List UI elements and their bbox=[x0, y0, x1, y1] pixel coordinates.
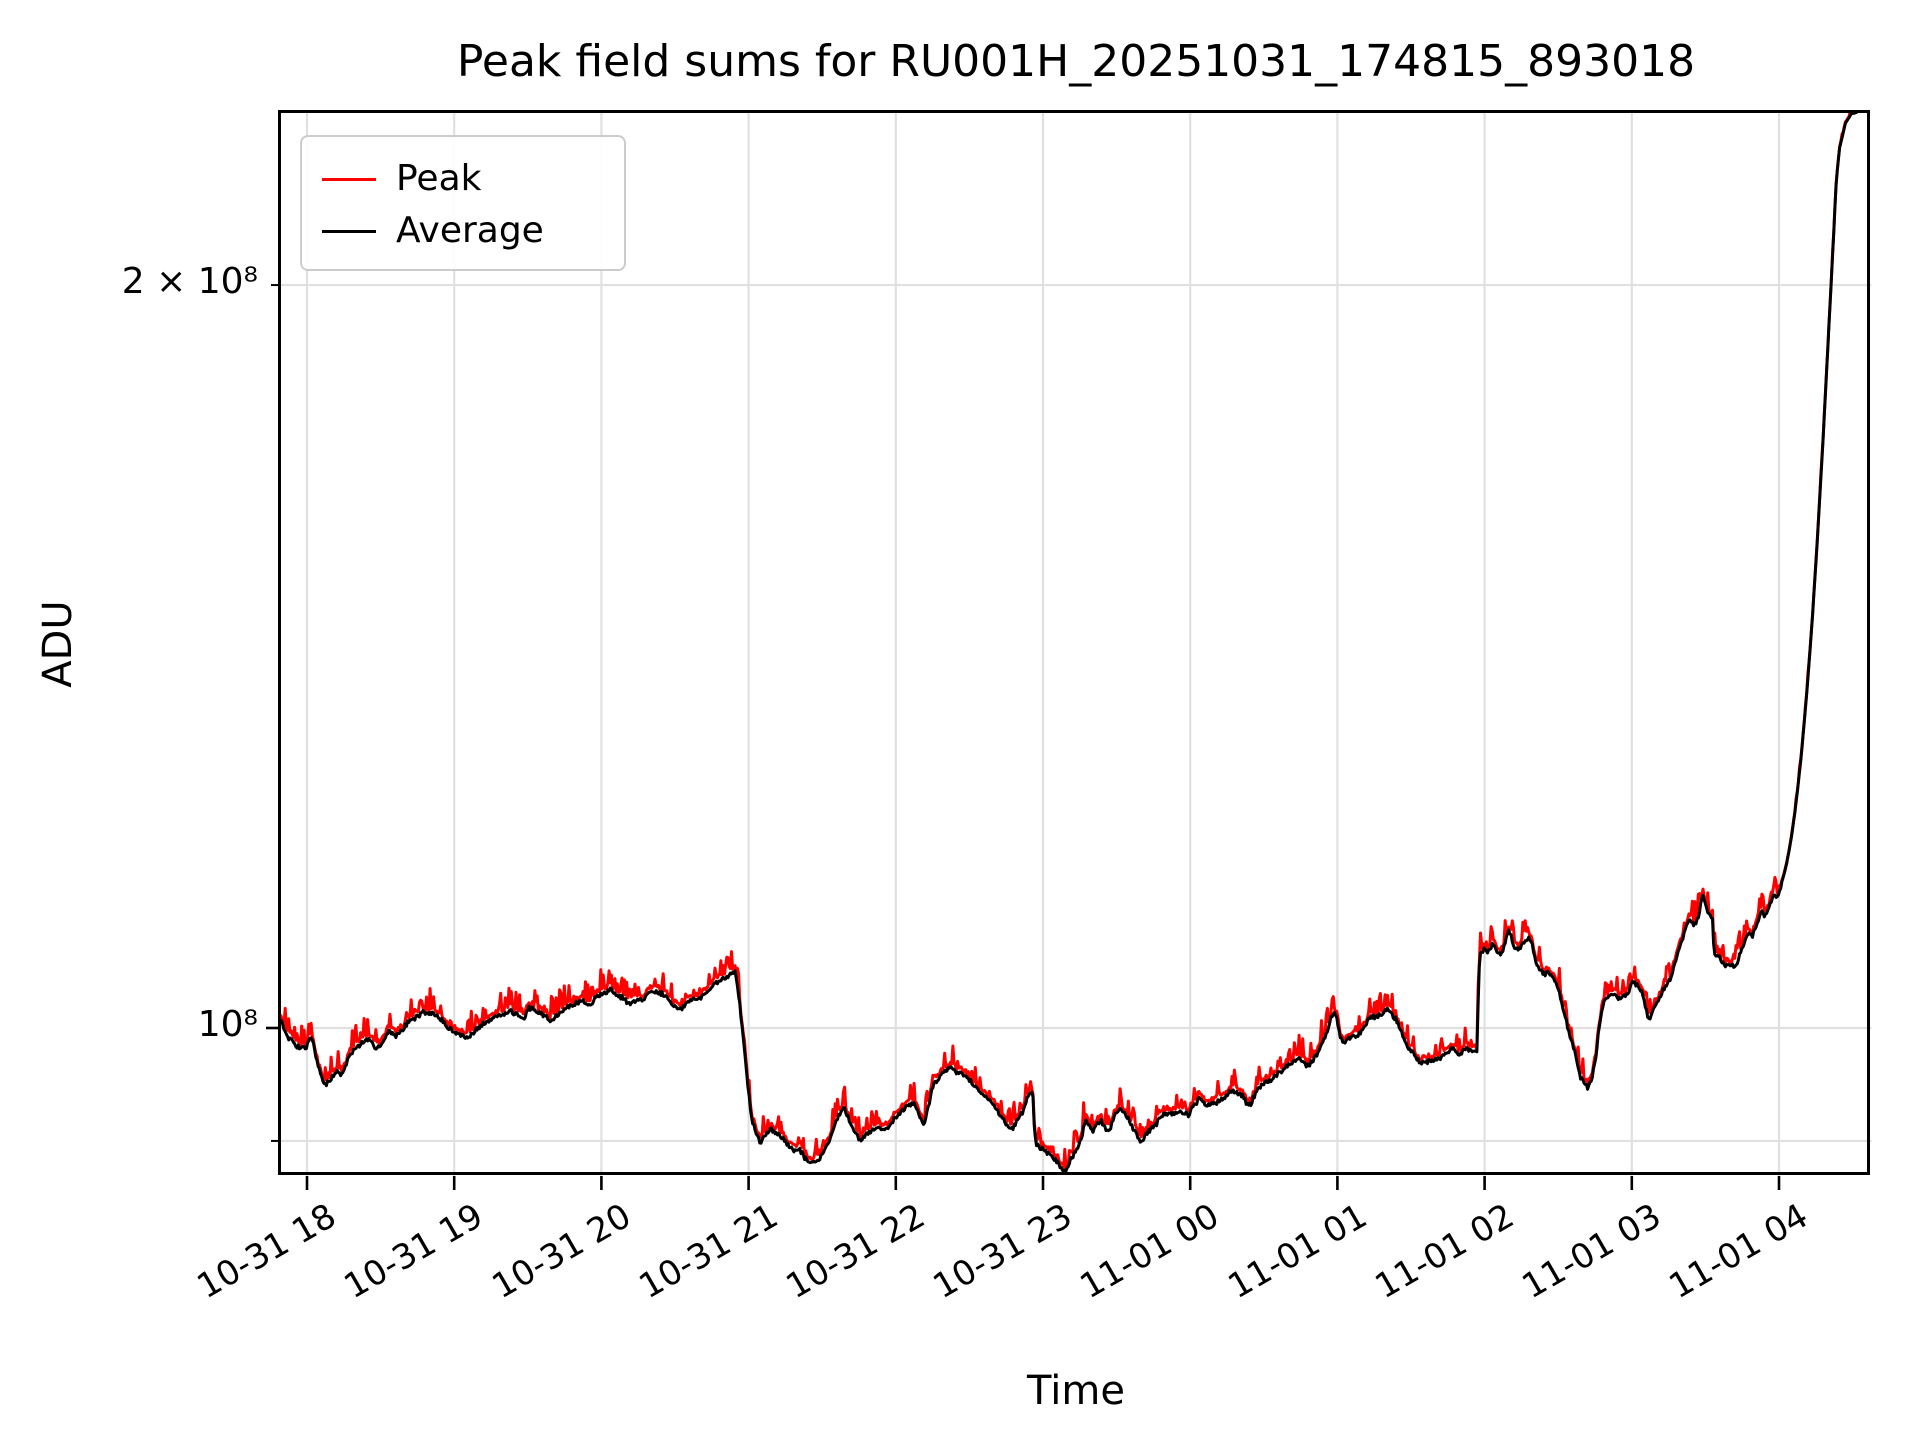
x-axis-label: Time bbox=[1027, 1368, 1125, 1414]
legend-label-peak: Peak bbox=[396, 158, 482, 199]
average-line-swatch bbox=[322, 229, 376, 233]
chart-title: Peak field sums for RU001H_20251031_1748… bbox=[456, 36, 1696, 87]
legend-item-average: Average bbox=[322, 205, 604, 257]
y-tick-label: 2 × 10⁸ bbox=[121, 261, 258, 303]
legend-label-average: Average bbox=[396, 210, 544, 251]
y-tick-label: 10⁸ bbox=[197, 1004, 258, 1045]
legend: Peak Average bbox=[300, 135, 626, 271]
peak-line-swatch bbox=[322, 177, 376, 181]
y-axis-label: ADU bbox=[35, 600, 81, 688]
legend-item-peak: Peak bbox=[322, 153, 604, 205]
